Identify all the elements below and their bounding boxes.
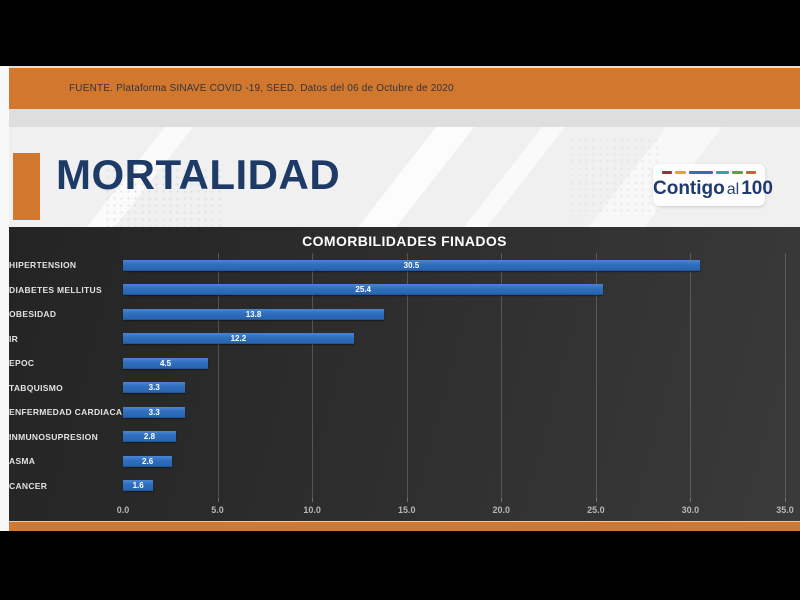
- gridline: [501, 253, 503, 498]
- chart-bar: 2.8: [123, 431, 176, 443]
- chart-row: HIPERTENSION 30.5: [9, 253, 785, 278]
- chart-bar: 3.3: [123, 406, 186, 418]
- axis-tick-label: 0.0: [116, 505, 130, 515]
- chart-category-label: EPOC: [9, 358, 35, 369]
- chart-bar: 12.2: [123, 333, 354, 345]
- chart-row: DIABETES MELLITUS 25.4: [9, 278, 785, 303]
- chart-bar-value-label: 2.8: [143, 432, 156, 442]
- chart-category-label: ASMA: [9, 456, 36, 467]
- slide-canvas: FUENTE. Plataforma SINAVE COVID -19, SEE…: [0, 66, 800, 531]
- chart-bar-value-label: 2.6: [142, 456, 154, 466]
- axis-tick-label: 15.0: [397, 505, 416, 515]
- chart-bar: 13.8: [123, 308, 385, 320]
- chart-category-label: HIPERTENSION: [9, 260, 77, 271]
- axis-tick-label: 20.0: [492, 505, 511, 515]
- chart-bar-value-label: 13.8: [245, 309, 262, 319]
- contigo-al-100-logo: Contigo al 100: [653, 164, 773, 206]
- gridline: [312, 253, 314, 498]
- axis-tick: [406, 498, 408, 502]
- chart-row: ASMA 2.6: [9, 449, 785, 474]
- chart-plot-area: HIPERTENSION 30.5 DIABETES MELLITUS 25.4…: [9, 253, 786, 499]
- chart-category-label: CANCER: [9, 480, 48, 491]
- decor-dots: [104, 167, 224, 227]
- chart-category-label: IR: [9, 333, 19, 344]
- chart-category-label: OBESIDAD: [9, 309, 57, 320]
- slide-body: MORTALIDAD Contigo al 100 COMORBILIDADES F…: [9, 127, 800, 531]
- logo-dash: [688, 171, 714, 174]
- chart-row: IR 12.2: [9, 327, 785, 352]
- chart-row: INMUNOSUPRESION 2.8: [9, 425, 785, 450]
- logo-dash: [674, 171, 686, 174]
- chart-row: CANCER 1.6: [9, 474, 785, 499]
- chart-bar: 25.4: [123, 284, 604, 296]
- chart-bar-value-label: 4.5: [159, 358, 172, 368]
- title-accent-bar: [13, 153, 40, 220]
- chart-category-label: INMUNOSUPRESION: [9, 431, 99, 442]
- chart-bar-value-label: 12.2: [230, 334, 247, 344]
- gridline: [406, 253, 408, 498]
- chart-x-axis: 0.0 5.0 10.0 15.0 20.0 25.0 30.0 35.0: [117, 498, 794, 522]
- logo-word-al: al: [726, 181, 740, 198]
- chart-category-label: DIABETES MELLITUS: [9, 284, 102, 295]
- axis-tick: [501, 498, 503, 502]
- axis-tick-label: 25.0: [587, 505, 605, 515]
- bar-chart: COMORBILIDADES FINADOS HIPERTENSION 30.5…: [9, 227, 800, 521]
- axis-tick-label: 5.0: [211, 505, 224, 515]
- axis-tick-label: 30.0: [681, 505, 700, 515]
- decor-dots: [569, 137, 659, 217]
- chart-bar-value-label: 1.6: [132, 481, 144, 491]
- source-header-bar: FUENTE. Plataforma SINAVE COVID -19, SEE…: [9, 68, 800, 109]
- axis-tick: [217, 498, 219, 502]
- chart-row: OBESIDAD 13.8: [9, 302, 785, 327]
- chart-category-label: TABQUISMO: [9, 382, 64, 393]
- gridline: [217, 253, 219, 498]
- logo-dash: [746, 171, 756, 174]
- chart-category-label: ENFERMEDAD CARDIACA: [9, 407, 123, 418]
- chart-bar: 2.6: [123, 455, 173, 467]
- logo-dash: [662, 171, 672, 174]
- chart-bar-value-label: 3.3: [148, 407, 160, 417]
- axis-tick-label: 10.0: [303, 505, 321, 515]
- left-margin-strip: [0, 66, 9, 531]
- chart-bar-value-label: 30.5: [403, 260, 420, 270]
- page-title: MORTALIDAD: [56, 151, 341, 198]
- chart-row: ENFERMEDAD CARDIACA 3.3: [9, 400, 785, 425]
- slide-footer-bar: [9, 521, 800, 531]
- axis-tick: [690, 498, 692, 502]
- chart-bar: 1.6: [123, 480, 154, 492]
- axis-tick: [785, 498, 786, 502]
- logo-text: Contigo al 100: [653, 178, 773, 200]
- chart-row: EPOC 4.5: [9, 351, 785, 376]
- axis-tick: [595, 498, 597, 502]
- logo-dash: [716, 171, 730, 174]
- chart-bar: 4.5: [123, 357, 209, 369]
- logo-dash: [732, 171, 744, 174]
- gridline: [690, 253, 692, 498]
- gridline: [595, 253, 597, 498]
- axis-tick: [312, 498, 314, 502]
- logo-dashes: [662, 171, 756, 174]
- chart-title: COMORBILIDADES FINADOS: [302, 233, 507, 249]
- source-text: FUENTE. Plataforma SINAVE COVID -19, SEE…: [69, 83, 454, 94]
- slide-title-zone: MORTALIDAD Contigo al 100: [9, 127, 800, 227]
- axis-tick-label: 35.0: [776, 505, 794, 515]
- chart-bar-value-label: 25.4: [355, 285, 371, 295]
- chart-bar: 3.3: [123, 382, 186, 394]
- logo-word-contigo: Contigo: [653, 178, 725, 199]
- chart-bar-value-label: 3.3: [148, 383, 160, 393]
- chart-bar: 30.5: [123, 259, 700, 271]
- gridline: [785, 253, 786, 498]
- chart-row: TABQUISMO 3.3: [9, 376, 785, 401]
- logo-word-100: 100: [741, 178, 773, 199]
